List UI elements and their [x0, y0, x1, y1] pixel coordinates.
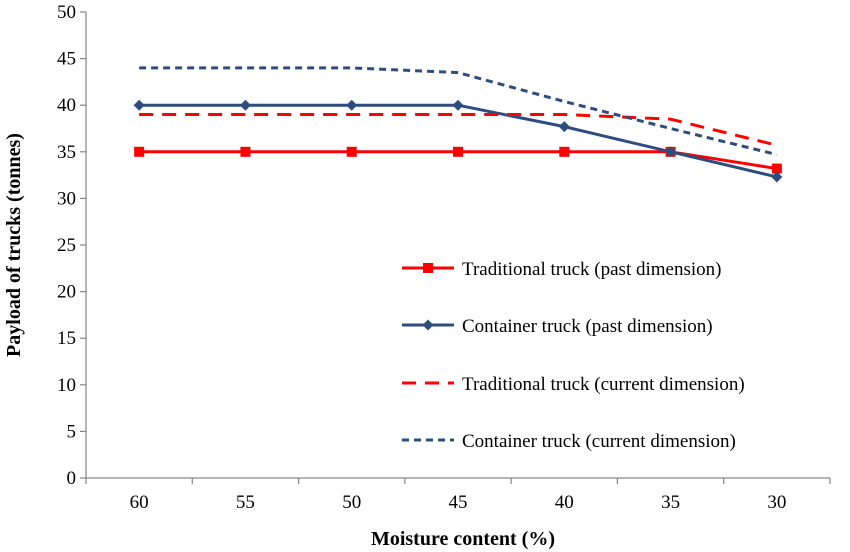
y-tick-label: 5	[67, 421, 77, 442]
data-point	[346, 99, 358, 111]
y-tick-label: 30	[57, 188, 76, 209]
legend-item: Traditional truck (current dimension)	[402, 374, 745, 395]
legend-label: Traditional truck (past dimension)	[462, 259, 721, 280]
legend-item: Traditional truck (past dimension)	[402, 259, 721, 280]
legend-label: Container truck (past dimension)	[462, 316, 713, 337]
legend-label: Container truck (current dimension)	[462, 431, 736, 452]
series-3	[139, 113, 778, 147]
series-4	[139, 66, 778, 157]
data-point	[133, 99, 145, 111]
data-point	[452, 99, 464, 111]
x-tick-label: 30	[767, 492, 786, 513]
legend-marker	[423, 263, 433, 273]
legend-marker	[422, 319, 434, 331]
data-point	[134, 146, 145, 157]
y-tick-label: 20	[57, 282, 76, 303]
y-tick-label: 10	[57, 375, 76, 396]
x-axis: 60 55 50 45 40 35 30	[85, 477, 831, 513]
legend: Traditional truck (past dimension) Contai…	[402, 259, 745, 452]
legend-label: Traditional truck (current dimension)	[462, 374, 745, 395]
x-tick-label: 55	[236, 492, 255, 513]
y-tick-label: 45	[57, 49, 76, 70]
data-point	[239, 99, 251, 111]
x-tick-label: 60	[130, 492, 149, 513]
y-axis: 0 5 10 15 20 25 30 35 40 45 50	[57, 2, 87, 489]
y-tick-label: 0	[67, 468, 77, 489]
plot-series	[133, 66, 783, 183]
data-point	[771, 163, 782, 174]
legend-item: Container truck (current dimension)	[402, 431, 736, 452]
series-line	[139, 66, 778, 157]
x-tick-label: 35	[661, 492, 680, 513]
x-tick-label: 40	[555, 492, 574, 513]
x-axis-title: Moisture content (%)	[371, 528, 555, 550]
x-tick-label: 45	[449, 492, 468, 513]
legend-item: Container truck (past dimension)	[402, 316, 713, 337]
y-tick-label: 35	[57, 142, 76, 163]
series-line	[139, 113, 778, 147]
data-point	[665, 146, 677, 158]
series-2	[133, 99, 783, 183]
y-tick-label: 15	[57, 328, 76, 349]
data-point	[558, 121, 570, 133]
y-tick-label: 50	[57, 2, 76, 23]
y-tick-label: 40	[57, 95, 76, 116]
series-1	[134, 146, 782, 174]
x-tick-label: 50	[342, 492, 361, 513]
y-tick-label: 25	[57, 235, 76, 256]
y-axis-title: Payload of trucks (tonnes)	[3, 133, 25, 357]
data-point	[240, 146, 251, 157]
data-point	[559, 146, 570, 157]
data-point	[453, 146, 463, 157]
data-point	[771, 171, 783, 183]
data-point	[346, 146, 357, 157]
